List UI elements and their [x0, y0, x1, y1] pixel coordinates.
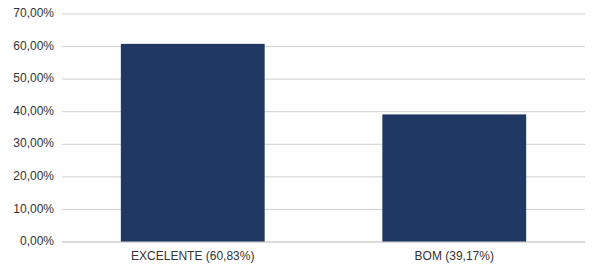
x-tick-label: BOM (39,17%) [415, 249, 494, 263]
y-tick-label: 0,00% [20, 234, 54, 248]
bar [121, 44, 265, 242]
y-tick-label: 10,00% [13, 202, 54, 216]
y-grid [62, 14, 585, 242]
grid-line [62, 14, 585, 15]
y-tick-label: 50,00% [13, 71, 54, 85]
y-tick-label: 70,00% [13, 6, 54, 20]
chart: 0,00% 10,00% 20,00% 30,00% 40,00% 50,00% 60,00… [0, 0, 601, 274]
bar [382, 114, 526, 242]
x-tick-label: EXCELENTE (60,83%) [131, 249, 254, 263]
y-tick-label: 60,00% [13, 39, 54, 53]
y-tick-label: 20,00% [13, 169, 54, 183]
y-tick-labels: 0,00% 10,00% 20,00% 30,00% 40,00% 50,00% 60,00… [13, 6, 54, 248]
y-tick-label: 30,00% [13, 136, 54, 150]
x-axis-line [62, 242, 585, 243]
y-tick-label: 40,00% [13, 104, 54, 118]
grid-line [62, 242, 585, 243]
bars [121, 44, 526, 242]
x-tick-labels: EXCELENTE (60,83%) BOM (39,17%) [131, 249, 494, 263]
